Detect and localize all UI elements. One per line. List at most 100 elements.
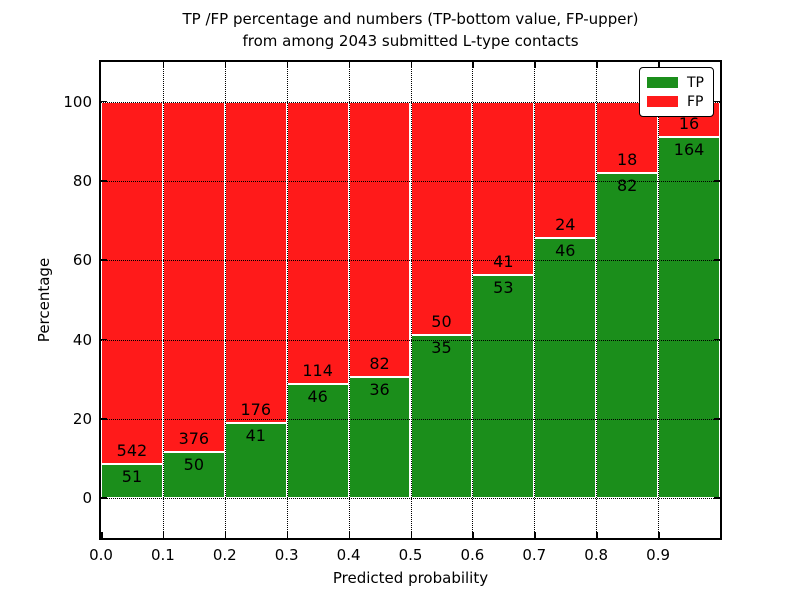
bar-fp-count-label: 16 — [678, 113, 700, 133]
bar-fp-segment — [101, 101, 163, 465]
x-gridline — [348, 62, 350, 538]
x-tick-label: 0.1 — [150, 546, 175, 564]
x-tick-label: 0.0 — [89, 546, 113, 564]
bar-fp-count-label: 24 — [555, 214, 576, 234]
bars-layer — [101, 62, 720, 538]
y-tick — [101, 259, 107, 261]
y-tick-label: 0 — [82, 489, 92, 508]
x-tick-label: 0.6 — [460, 546, 485, 564]
legend-item-tp: TP — [647, 73, 704, 92]
bar-tp-count-label: 53 — [493, 277, 514, 297]
fp-legend-label: FP — [687, 93, 704, 110]
bar-tp-count-label: 36 — [369, 380, 390, 400]
x-gridline — [658, 62, 660, 538]
bar-fp-count-label: 18 — [616, 150, 638, 170]
bar-tp-count-label: 82 — [616, 176, 638, 196]
x-tick-label: 0.4 — [336, 546, 361, 564]
x-gridline — [286, 62, 288, 538]
plot-area: 542 51 376 50 176 41 114 46 82 36 50 35 41 53 24 46 18 82… — [99, 60, 722, 540]
x-tick-label: 0.5 — [398, 546, 423, 564]
chart-title-line-1: TP /FP percentage and numbers (TP-bottom… — [182, 10, 639, 28]
y-tick-label: 80 — [72, 172, 92, 190]
y-tick-label: 60 — [72, 251, 92, 270]
y-tick — [101, 418, 107, 420]
y-tick — [714, 418, 720, 420]
x-tick — [162, 62, 165, 68]
tp-legend-swatch — [647, 77, 678, 88]
y-gridline — [101, 101, 720, 103]
x-tick — [534, 532, 536, 538]
y-gridline — [101, 339, 720, 341]
x-tick — [596, 532, 598, 538]
y-tick-label: 40 — [72, 330, 92, 349]
x-tick — [162, 532, 165, 538]
bar-fp-count-label: 41 — [493, 251, 514, 271]
y-tick — [101, 100, 107, 103]
x-tick — [224, 532, 227, 538]
bar-tp-count-label: 46 — [307, 387, 328, 407]
y-tick — [714, 180, 720, 182]
bar-tp-count-label: 164 — [673, 139, 705, 159]
x-tick-label: 0.3 — [274, 546, 299, 564]
y-tick — [714, 100, 720, 103]
x-gridline — [534, 62, 536, 538]
y-tick-label: 20 — [72, 410, 92, 428]
x-tick — [286, 62, 289, 68]
bar-tp-segment — [472, 274, 535, 499]
bar-fp-count-label: 376 — [178, 428, 210, 448]
bar-tp-segment — [286, 384, 349, 499]
bar-tp-segment — [410, 335, 473, 499]
bar-fp-count-label: 82 — [369, 354, 390, 374]
x-tick — [472, 62, 474, 68]
x-gridline — [472, 62, 474, 538]
bar-tp-segment — [224, 423, 287, 499]
x-tick — [658, 532, 660, 538]
chart-title-line-2: from among 2043 submitted L-type contact… — [242, 32, 579, 50]
chart-title: TP /FP percentage and numbers (TP-bottom… — [99, 8, 722, 52]
bar-tp-segment — [162, 451, 225, 499]
fp-legend-swatch — [647, 96, 678, 107]
x-tick-label: 0.8 — [584, 546, 609, 564]
y-tick — [101, 497, 107, 499]
y-gridline — [101, 498, 720, 500]
bar-tp-count-label: 46 — [555, 240, 576, 260]
x-tick — [410, 62, 412, 68]
y-tick — [101, 338, 107, 341]
bar-tp-segment — [348, 377, 411, 499]
x-tick — [534, 62, 536, 68]
x-tick-label: 0.7 — [522, 546, 547, 564]
x-tick — [472, 532, 474, 538]
ticks-layer — [101, 62, 720, 538]
x-tick — [348, 62, 351, 68]
bar-fp-count-label: 176 — [240, 400, 272, 420]
x-axis-label: Predicted probability — [332, 569, 489, 587]
x-tick — [286, 532, 289, 538]
bar-fp-segment — [410, 101, 473, 335]
x-tick — [224, 62, 227, 68]
y-tick — [714, 497, 720, 499]
x-tick — [410, 532, 412, 538]
x-gridline — [596, 62, 598, 538]
y-axis-label: Percentage — [35, 257, 53, 343]
grid-layer — [101, 62, 720, 538]
bar-tp-segment — [658, 136, 720, 499]
x-gridline — [224, 62, 226, 538]
bar-tp-segment — [534, 237, 597, 499]
y-tick — [714, 338, 720, 341]
y-gridline — [101, 419, 720, 420]
x-gridline — [410, 62, 412, 538]
y-tick — [714, 259, 720, 261]
legend: TP FP — [639, 67, 714, 117]
bar-tp-count-label: 41 — [245, 426, 266, 446]
y-tick — [101, 180, 107, 182]
bar-fp-count-label: 50 — [431, 312, 452, 331]
bar-fp-count-label: 542 — [116, 441, 148, 461]
y-tick-label: 100 — [63, 92, 92, 111]
y-gridline — [101, 181, 720, 182]
bar-labels-layer: 542 51 376 50 176 41 114 46 82 36 50 35 41 53 24 46 18 82… — [101, 62, 720, 538]
x-gridline — [162, 62, 164, 538]
x-tick-label: 0.2 — [212, 546, 237, 564]
y-gridline — [101, 260, 720, 262]
legend-item-fp: FP — [647, 92, 704, 111]
